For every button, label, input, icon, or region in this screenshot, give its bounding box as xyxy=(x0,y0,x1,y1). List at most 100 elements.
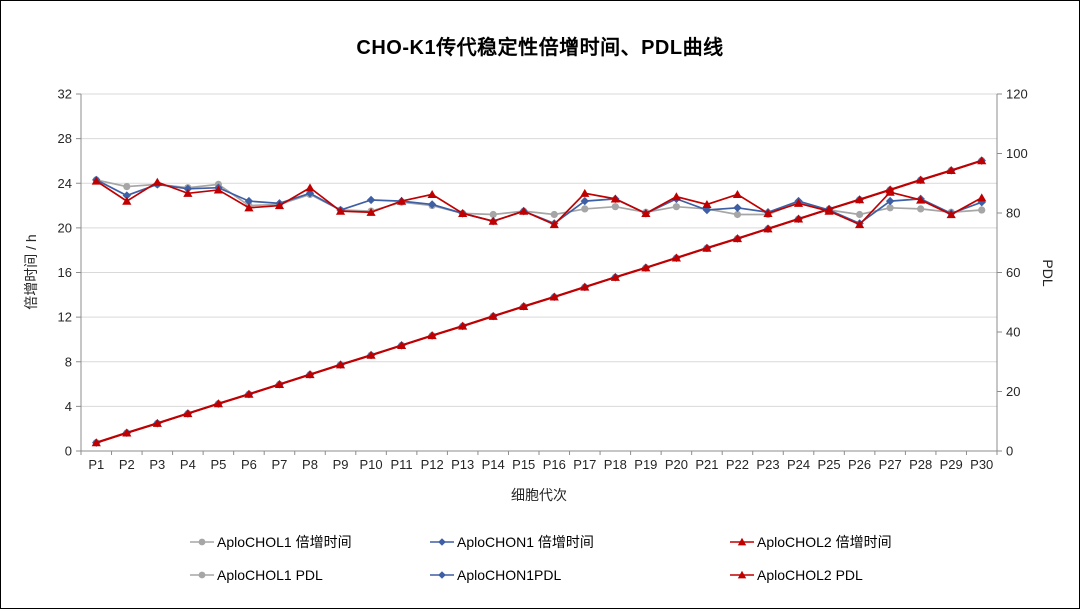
x-tick-label: P1 xyxy=(88,457,104,472)
y-axis-title-left: 倍增时间 / h xyxy=(23,234,39,310)
data-point-marker xyxy=(611,203,619,211)
data-point-marker xyxy=(183,184,193,194)
data-point-marker xyxy=(397,340,407,349)
data-point-marker xyxy=(733,210,742,219)
data-point-marker xyxy=(244,203,254,212)
data-point-marker xyxy=(581,205,589,213)
data-point-marker xyxy=(702,200,712,209)
data-point-marker xyxy=(152,418,162,427)
data-point-marker xyxy=(732,234,743,243)
data-point-marker xyxy=(366,195,376,205)
y-tick-label-right: 20 xyxy=(1006,384,1020,399)
x-tick-label: P20 xyxy=(665,457,688,472)
data-point-marker xyxy=(458,321,468,330)
data-point-marker xyxy=(610,272,620,281)
series-line xyxy=(96,179,982,216)
data-point-marker xyxy=(152,177,162,186)
data-point-marker xyxy=(244,196,254,206)
x-tick-label: P29 xyxy=(940,457,963,472)
x-tick-label: P15 xyxy=(512,457,535,472)
x-tick-label: P19 xyxy=(634,457,657,472)
series-line xyxy=(95,179,983,225)
data-point-marker xyxy=(946,210,956,219)
data-point-marker xyxy=(763,208,773,217)
data-point-marker xyxy=(519,206,529,215)
legend-marker xyxy=(737,570,747,578)
data-point-marker xyxy=(641,263,651,272)
data-point-marker xyxy=(610,194,620,203)
legend-item: AploCHON1 倍增时间 xyxy=(429,532,729,552)
data-point-marker xyxy=(122,196,132,205)
y-tick-label-right: 40 xyxy=(1006,325,1020,340)
y-tick-label-right: 0 xyxy=(1006,444,1013,459)
x-tick-label: P25 xyxy=(817,457,840,472)
data-point-marker xyxy=(488,311,498,320)
x-tick-label: P2 xyxy=(119,457,135,472)
data-point-marker xyxy=(917,205,925,213)
legend-marker-diamond-icon xyxy=(430,570,454,579)
legend-marker xyxy=(438,537,446,546)
y-tick-label-right: 80 xyxy=(1006,206,1020,221)
chart-title: CHO-K1传代稳定性倍增时间、PDL曲线 xyxy=(356,37,724,59)
data-point-marker xyxy=(671,192,681,201)
legend-marker xyxy=(737,537,747,545)
y-tick-label-right: 120 xyxy=(1006,87,1028,102)
series-line xyxy=(95,159,983,444)
data-point-marker xyxy=(733,203,742,212)
legend-marker-diamond-icon xyxy=(430,537,454,546)
data-point-marker xyxy=(763,224,773,233)
data-point-marker xyxy=(244,389,254,398)
x-tick-label: P7 xyxy=(272,457,288,472)
data-point-marker xyxy=(305,183,315,192)
data-point-marker xyxy=(855,195,865,204)
y-tick-label-left: 0 xyxy=(65,444,72,459)
y-tick-label-left: 4 xyxy=(65,399,72,414)
data-point-marker xyxy=(488,216,498,225)
y-tick-label-left: 20 xyxy=(58,220,72,235)
x-tick-label: P24 xyxy=(787,457,810,472)
x-tick-label: P28 xyxy=(909,457,932,472)
legend-label: AploCHOL2 PDL xyxy=(757,566,863,583)
data-point-marker xyxy=(489,210,497,219)
data-point-marker xyxy=(580,188,590,197)
data-point-marker xyxy=(916,195,926,204)
data-point-marker xyxy=(550,210,558,219)
data-point-marker xyxy=(672,203,681,211)
legend-label: AploCHON1 倍增时间 xyxy=(457,533,594,550)
x-tick-label: P18 xyxy=(604,457,627,472)
legend-marker-circle-icon xyxy=(190,538,214,545)
data-point-marker xyxy=(335,360,346,369)
x-axis-title: 细胞代次 xyxy=(511,487,567,503)
data-point-marker xyxy=(793,214,804,223)
data-point-marker xyxy=(335,206,346,215)
x-tick-label: P30 xyxy=(970,457,993,472)
data-point-marker xyxy=(519,302,529,311)
series-line xyxy=(95,180,983,226)
x-tick-label: P14 xyxy=(482,457,505,472)
legend-label: AploCHOL1 PDL xyxy=(217,566,323,583)
x-tick-label: P12 xyxy=(421,457,444,472)
data-point-marker xyxy=(427,331,437,340)
data-point-marker xyxy=(824,204,834,213)
data-point-marker xyxy=(122,191,131,200)
data-point-marker xyxy=(580,196,589,206)
x-tick-label: P11 xyxy=(391,457,413,472)
x-tick-label: P10 xyxy=(359,457,382,472)
legend-item: AploCHOL1 PDL xyxy=(189,567,429,583)
data-point-marker xyxy=(916,175,926,184)
data-point-marker xyxy=(977,193,987,202)
data-point-marker xyxy=(885,196,895,206)
series-AploCHOL2 PDL xyxy=(91,156,987,447)
legend-item: AploCHOL1 倍增时间 xyxy=(189,532,429,552)
y-tick-label-left: 16 xyxy=(58,265,72,280)
data-point-marker xyxy=(274,201,285,210)
y-tick-label-right: 100 xyxy=(1006,146,1028,161)
data-point-marker xyxy=(946,166,956,175)
x-tick-label: P21 xyxy=(695,457,718,472)
legend-item: AploCHOL2 PDL xyxy=(729,567,892,583)
data-point-marker xyxy=(856,210,864,219)
data-point-marker xyxy=(427,200,437,209)
data-point-marker xyxy=(397,196,407,205)
